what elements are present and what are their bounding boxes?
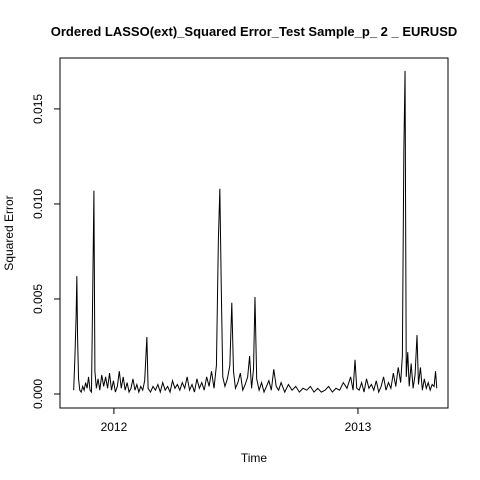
x-axis-label: Time (241, 451, 268, 465)
y-tick-label: 0.010 (31, 189, 45, 219)
plot-box (59, 57, 449, 409)
series-line (73, 70, 438, 394)
y-tick-label: 0.015 (31, 94, 45, 124)
chart-title: Ordered LASSO(ext)_Squared Error_Test Sa… (51, 24, 458, 39)
y-axis-label: Squared Error (2, 195, 16, 270)
y-tick-label: 0.000 (31, 379, 45, 409)
x-tick-label: 2012 (101, 420, 128, 434)
y-tick-label: 0.005 (31, 284, 45, 314)
x-tick-label: 2013 (345, 420, 372, 434)
